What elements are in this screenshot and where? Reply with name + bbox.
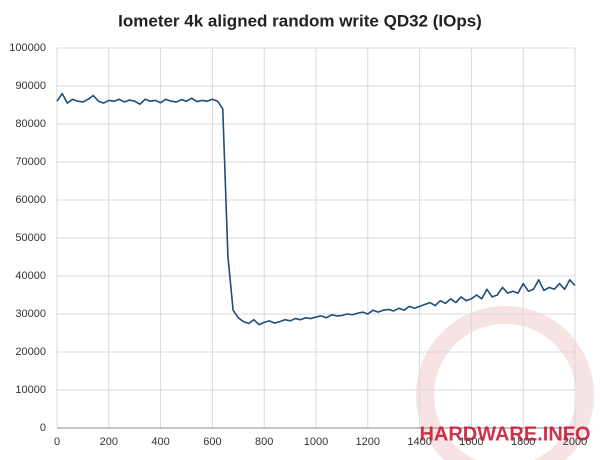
y-tick-label: 20000 bbox=[15, 346, 46, 358]
y-tick-label: 10000 bbox=[15, 384, 46, 396]
x-tick-label: 800 bbox=[255, 436, 273, 448]
data-line bbox=[56, 92, 576, 326]
y-tick-label: 40000 bbox=[15, 270, 46, 282]
x-tick-label: 1400 bbox=[407, 436, 431, 448]
x-tick-label: 400 bbox=[151, 436, 169, 448]
x-tick-label: 1200 bbox=[356, 436, 380, 448]
x-tick-label: 1000 bbox=[304, 436, 328, 448]
y-tick-label: 30000 bbox=[15, 308, 46, 320]
y-tick-label: 80000 bbox=[15, 118, 46, 130]
x-tick-label: 2000 bbox=[563, 436, 587, 448]
y-tick-label: 0 bbox=[40, 422, 46, 434]
x-tick-label: 1800 bbox=[511, 436, 535, 448]
x-tick-label: 1600 bbox=[459, 436, 483, 448]
chart-title: Iometer 4k aligned random write QD32 (IO… bbox=[118, 11, 482, 30]
watermark-logo bbox=[416, 306, 594, 460]
x-tick-label: 0 bbox=[54, 436, 60, 448]
y-tick-label: 100000 bbox=[9, 42, 46, 54]
y-tick-label: 60000 bbox=[15, 194, 46, 206]
y-tick-label: 50000 bbox=[15, 232, 46, 244]
watermark: HARDWARE.INFO bbox=[419, 423, 590, 445]
y-tick-label: 70000 bbox=[15, 156, 46, 168]
x-tick-label: 600 bbox=[203, 436, 221, 448]
x-tick-label: 200 bbox=[100, 436, 118, 448]
y-tick-label: 90000 bbox=[15, 80, 46, 92]
